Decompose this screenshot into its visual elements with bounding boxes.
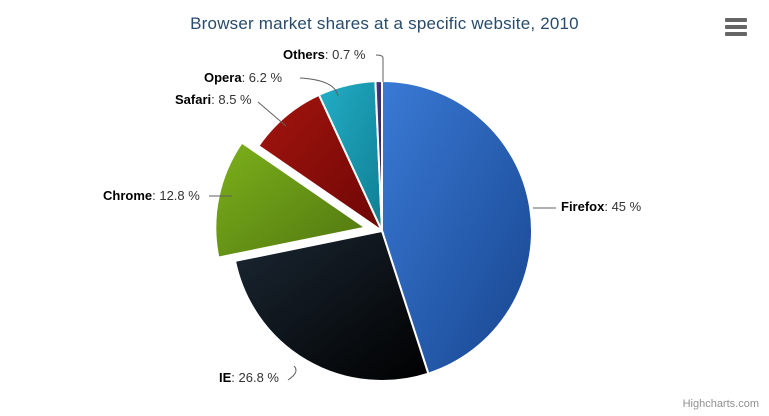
pie-slices xyxy=(214,79,533,382)
connector-ie xyxy=(287,365,297,381)
pie-slice-chrome[interactable] xyxy=(214,141,368,259)
hamburger-menu-icon[interactable] xyxy=(722,16,752,42)
hamburger-bar xyxy=(725,18,747,22)
pie-label-others-name: Others xyxy=(283,47,325,62)
pie-label-chrome-value: : 12.8 % xyxy=(152,188,200,203)
pie-label-opera-value: : 6.2 % xyxy=(241,70,283,85)
highcharts-credits[interactable]: Highcharts.com xyxy=(682,398,759,410)
connector-safari xyxy=(257,101,287,127)
connector-opera xyxy=(299,77,339,97)
pie-slice-ie[interactable] xyxy=(233,229,430,382)
pie-label-chrome-name: Chrome xyxy=(103,188,153,203)
pie-label-firefox-name: Firefox xyxy=(561,199,605,214)
hamburger-bar xyxy=(725,32,747,36)
pie-label-opera-name: Opera xyxy=(204,70,242,85)
pie-label-safari: Safari: 8.5 % xyxy=(175,92,252,108)
pie-slice-others[interactable] xyxy=(374,79,383,232)
pie-label-chrome: Chrome: 12.8 % xyxy=(103,188,200,204)
pie-label-others: Others: 0.7 % xyxy=(283,47,365,63)
pie-label-ie: IE: 26.8 % xyxy=(219,370,279,386)
pie-label-ie-value: : 26.8 % xyxy=(231,370,279,385)
pie-label-opera: Opera: 6.2 % xyxy=(204,70,282,86)
pie-label-safari-name: Safari xyxy=(175,92,212,107)
connector-others xyxy=(375,54,384,82)
pie-label-safari-value: : 8.5 % xyxy=(211,92,252,107)
pie-label-others-value: : 0.7 % xyxy=(324,47,366,62)
pie-label-firefox-value: : 45 % xyxy=(604,199,642,214)
hamburger-bar xyxy=(725,25,747,29)
label-connector-lines xyxy=(209,54,556,381)
pie-label-ie-name: IE xyxy=(219,370,232,385)
pie-label-firefox: Firefox: 45 % xyxy=(561,199,641,215)
chart-title: Browser market shares at a specific webs… xyxy=(190,14,579,33)
pie-slice-firefox[interactable] xyxy=(381,79,533,375)
